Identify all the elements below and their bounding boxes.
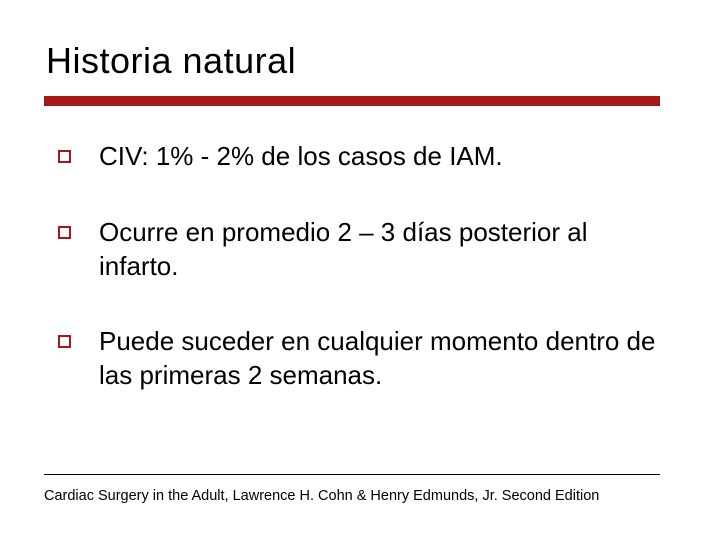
footer-divider xyxy=(44,474,660,475)
bullet-list: CIV: 1% - 2% de los casos de IAM. Ocurre… xyxy=(58,140,658,435)
bullet-text: Ocurre en promedio 2 – 3 días posterior … xyxy=(99,216,658,284)
footer-citation: Cardiac Surgery in the Adult, Lawrence H… xyxy=(44,488,599,504)
bullet-square-icon xyxy=(58,335,71,348)
slide-title: Historia natural xyxy=(46,40,296,82)
title-underline-bar xyxy=(44,96,660,106)
bullet-square-icon xyxy=(58,226,71,239)
list-item: Ocurre en promedio 2 – 3 días posterior … xyxy=(58,216,658,284)
bullet-square-icon xyxy=(58,150,71,163)
bullet-text: Puede suceder en cualquier momento dentr… xyxy=(99,325,658,393)
bullet-text: CIV: 1% - 2% de los casos de IAM. xyxy=(99,140,503,174)
slide: Historia natural CIV: 1% - 2% de los cas… xyxy=(0,0,720,540)
list-item: CIV: 1% - 2% de los casos de IAM. xyxy=(58,140,658,174)
list-item: Puede suceder en cualquier momento dentr… xyxy=(58,325,658,393)
